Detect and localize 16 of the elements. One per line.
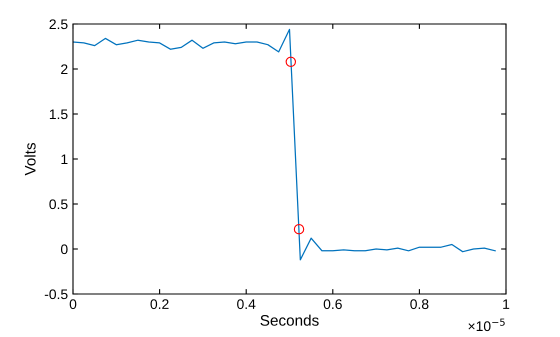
- x-tick-label: 0.6: [324, 299, 342, 310]
- x-tick-label: 0.8: [410, 299, 428, 310]
- y-tick-label: 1: [61, 154, 68, 164]
- y-tick-label: 0.5: [49, 199, 68, 210]
- y-tick-label: 2: [61, 64, 68, 74]
- text: ×10$^{−5}$: [468, 318, 505, 332]
- x-axis-title: Seconds: [260, 314, 319, 326]
- y-tick-label: -0.5: [44, 289, 68, 300]
- y-tick-label: 2.5: [50, 19, 68, 30]
- x-tick-label: 0: [70, 299, 76, 310]
- y-tick-label: 0: [60, 244, 68, 254]
- x-tick-label: 0.2: [150, 299, 169, 310]
- x-tick-label: 0.4: [237, 299, 256, 310]
- y-axis-title: Volts: [24, 142, 36, 176]
- y-tick-label: 1.5: [50, 109, 68, 120]
- x-tick-label: 1: [503, 299, 510, 309]
